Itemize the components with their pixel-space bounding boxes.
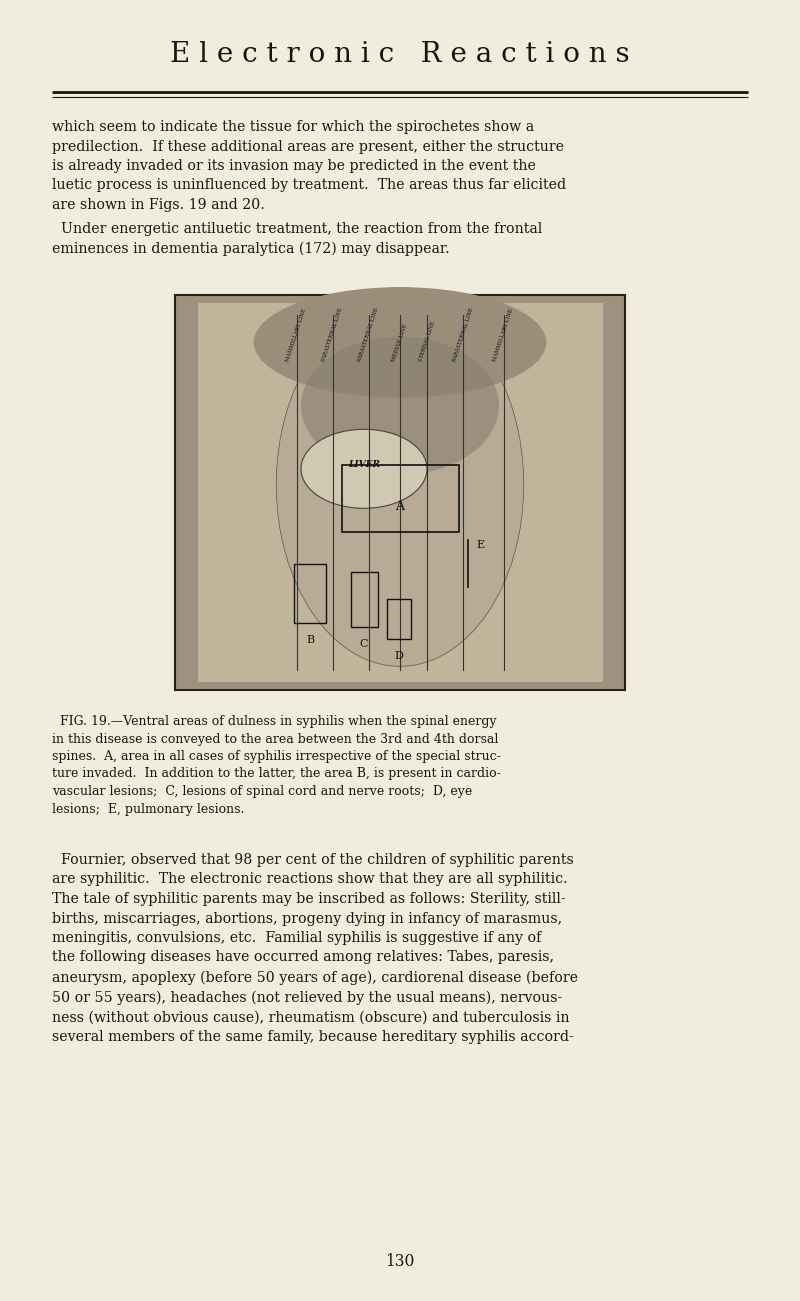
Text: Under energetic antiluetic treatment, the reaction from the frontal
eminences in: Under energetic antiluetic treatment, th… bbox=[52, 222, 542, 256]
Text: PARASTERNAL LINE: PARASTERNAL LINE bbox=[358, 307, 380, 362]
Bar bbox=[350, 571, 378, 627]
Ellipse shape bbox=[254, 288, 546, 398]
Text: MEDIAN LINE: MEDIAN LINE bbox=[391, 323, 409, 362]
Ellipse shape bbox=[301, 429, 427, 509]
Bar bbox=[294, 563, 326, 623]
Text: which seem to indicate the tissue for which the spirochetes show a
predilection.: which seem to indicate the tissue for wh… bbox=[52, 120, 566, 212]
Ellipse shape bbox=[301, 337, 499, 475]
Bar bbox=[175, 295, 625, 690]
Text: 130: 130 bbox=[386, 1253, 414, 1271]
Bar bbox=[198, 303, 602, 682]
Text: MAMMILLARY LINE: MAMMILLARY LINE bbox=[286, 308, 307, 362]
Ellipse shape bbox=[276, 303, 524, 666]
Text: C: C bbox=[360, 639, 368, 649]
Text: STERNAL LINE: STERNAL LINE bbox=[418, 320, 436, 362]
Text: D: D bbox=[394, 650, 403, 661]
Text: E: E bbox=[477, 540, 485, 550]
Ellipse shape bbox=[359, 288, 441, 334]
Text: PARASTERNAL LINE: PARASTERNAL LINE bbox=[452, 307, 474, 362]
Text: E l e c t r o n i c   R e a c t i o n s: E l e c t r o n i c R e a c t i o n s bbox=[170, 42, 630, 68]
Text: B: B bbox=[306, 635, 314, 645]
Bar bbox=[342, 464, 458, 532]
Text: A: A bbox=[395, 500, 405, 513]
Text: PARASTERNAL LINE: PARASTERNAL LINE bbox=[322, 307, 344, 362]
Text: Fournier, observed that 98 per cent of the children of syphilitic parents
are sy: Fournier, observed that 98 per cent of t… bbox=[52, 853, 578, 1043]
Text: MAMMILLARY LINE: MAMMILLARY LINE bbox=[493, 308, 514, 362]
Text: FIG. 19.—Ventral areas of dulness in syphilis when the spinal energy
in this dis: FIG. 19.—Ventral areas of dulness in syp… bbox=[52, 716, 501, 816]
Text: LIVER: LIVER bbox=[348, 461, 380, 470]
Bar bbox=[386, 600, 411, 639]
